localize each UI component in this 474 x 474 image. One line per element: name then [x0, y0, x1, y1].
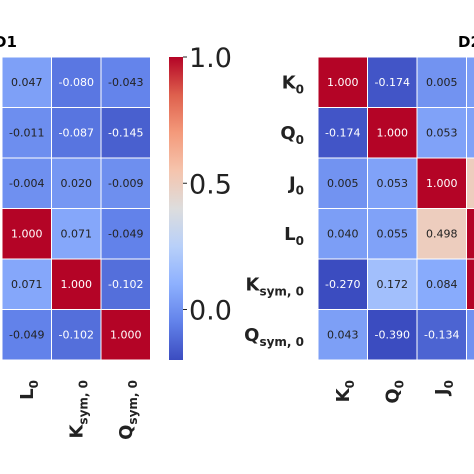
d2-cell-label: 0.084 [426, 278, 458, 291]
d2-cell [466, 157, 474, 209]
d2-cell [367, 56, 418, 108]
colorbar: 1.0 0.5 0.0 [169, 43, 232, 360]
d2-cell-label: 1.000 [426, 177, 458, 190]
d1-cell-label: 1.000 [11, 227, 43, 240]
d1-cell-label: 0.071 [11, 278, 43, 291]
d1-cell [51, 56, 102, 108]
d1-title: D1 [0, 33, 17, 51]
d2-cell-label: -0.174 [375, 76, 410, 89]
d1-cell-label: -0.087 [59, 126, 94, 139]
d2-cell [317, 258, 368, 310]
d2-cell [466, 208, 474, 260]
d2-y-tick-label: Q0 [280, 123, 304, 147]
d1-cell-label: 0.020 [61, 177, 93, 190]
d2-cell-label: 0.498 [426, 227, 458, 240]
d1-x-axis-labels: L0 Ksym, 0 Qsym, 0 [17, 380, 140, 440]
d2-y-tick-label: Qsym, 0 [244, 325, 304, 349]
d2-y-tick-label: Ksym, 0 [245, 274, 304, 298]
d1-cell-label: -0.145 [108, 126, 143, 139]
d2-cell-label: -0.134 [424, 328, 459, 341]
d2-cell-label: 0.053 [426, 126, 458, 139]
colorbar-tick-label: 0.5 [189, 169, 232, 200]
d2-cell-label: -0.270 [325, 278, 360, 291]
d1-cell [51, 258, 102, 310]
d2-y-tick-label: K0 [282, 72, 304, 96]
d1-heatmap: 0.047 -0.080 -0.043 -0.011 -0.087 -0.145 -0.00… [1, 56, 151, 361]
d2-heatmap: 1.000 -0.174 0.005 -0.174 1.000 0.053 0.005 0.0… [317, 56, 474, 361]
d1-cell-label: -0.049 [108, 227, 143, 240]
d2-cell [466, 107, 474, 159]
d1-cell-label: -0.011 [9, 126, 44, 139]
d2-x-tick-label: Q0 [382, 380, 406, 404]
d1-cell [1, 309, 52, 361]
d1-cell-label: -0.102 [108, 278, 143, 291]
d2-cell-label: 1.000 [377, 126, 409, 139]
d2-cell [367, 309, 418, 361]
d1-cell-label: 0.047 [11, 76, 43, 89]
d2-cell [367, 208, 418, 260]
d1-cell-label: -0.049 [9, 328, 44, 341]
d1-cell-label: 1.000 [110, 328, 142, 341]
d2-cell-label: -0.390 [375, 328, 410, 341]
d2-cell-label: 0.005 [327, 177, 359, 190]
d1-cell-label: -0.102 [59, 328, 94, 341]
d2-x-tick-label: J0 [432, 380, 456, 397]
d1-cell-label: 1.000 [61, 278, 93, 291]
d1-cell-label: 0.071 [61, 227, 93, 240]
d2-x-axis-labels: K0 Q0 J0 [333, 380, 456, 404]
d2-cell [317, 208, 368, 260]
d2-title: D2 [458, 33, 474, 51]
colorbar-gradient [169, 57, 183, 360]
d2-cell-label: 0.005 [426, 76, 458, 89]
d1-cell [100, 208, 151, 260]
d1-cell-label: -0.043 [108, 76, 143, 89]
d1-cell [1, 208, 52, 260]
d1-x-tick-label: Qsym, 0 [116, 380, 140, 440]
d2-x-tick-label: K0 [333, 380, 357, 402]
d1-x-tick-label: Ksym, 0 [66, 380, 90, 439]
d2-y-tick-label: L0 [284, 224, 304, 248]
colorbar-tick-label: 0.0 [189, 296, 232, 327]
d1-cell [100, 56, 151, 108]
d1-cell-label: -0.004 [9, 177, 44, 190]
d1-x-tick-label: L0 [17, 380, 41, 400]
d2-cell [466, 56, 474, 108]
d2-y-axis-labels: K0 Q0 J0 L0 Ksym, 0 Qsym, 0 [244, 72, 304, 349]
d2-cell-label: -0.174 [325, 126, 360, 139]
d1-cell [100, 107, 151, 159]
d2-cell [466, 309, 474, 361]
d2-cell-label: 0.053 [377, 177, 409, 190]
colorbar-tick-label: 1.0 [189, 43, 232, 74]
d2-cell [416, 309, 467, 361]
d2-cell-label: 0.172 [377, 278, 409, 291]
d1-cell [1, 56, 52, 108]
d2-cell-label: 0.055 [377, 227, 409, 240]
d2-cell-label: 0.040 [327, 227, 359, 240]
d2-cell-label: 1.000 [327, 76, 359, 89]
d2-cell [317, 107, 368, 159]
d2-cell [317, 56, 368, 108]
d2-cell-label: 0.043 [327, 328, 359, 341]
d1-cell [51, 157, 102, 209]
d1-cell-label: -0.080 [59, 76, 94, 89]
d1-cell [51, 309, 102, 361]
d2-cell [416, 56, 467, 108]
d2-cell [416, 157, 467, 209]
d2-y-tick-label: J0 [287, 173, 304, 197]
d2-cell [466, 258, 474, 310]
d1-cell-label: -0.009 [108, 177, 143, 190]
d1-cell [100, 309, 151, 361]
d2-cell [317, 309, 368, 361]
d2-cell [367, 107, 418, 159]
